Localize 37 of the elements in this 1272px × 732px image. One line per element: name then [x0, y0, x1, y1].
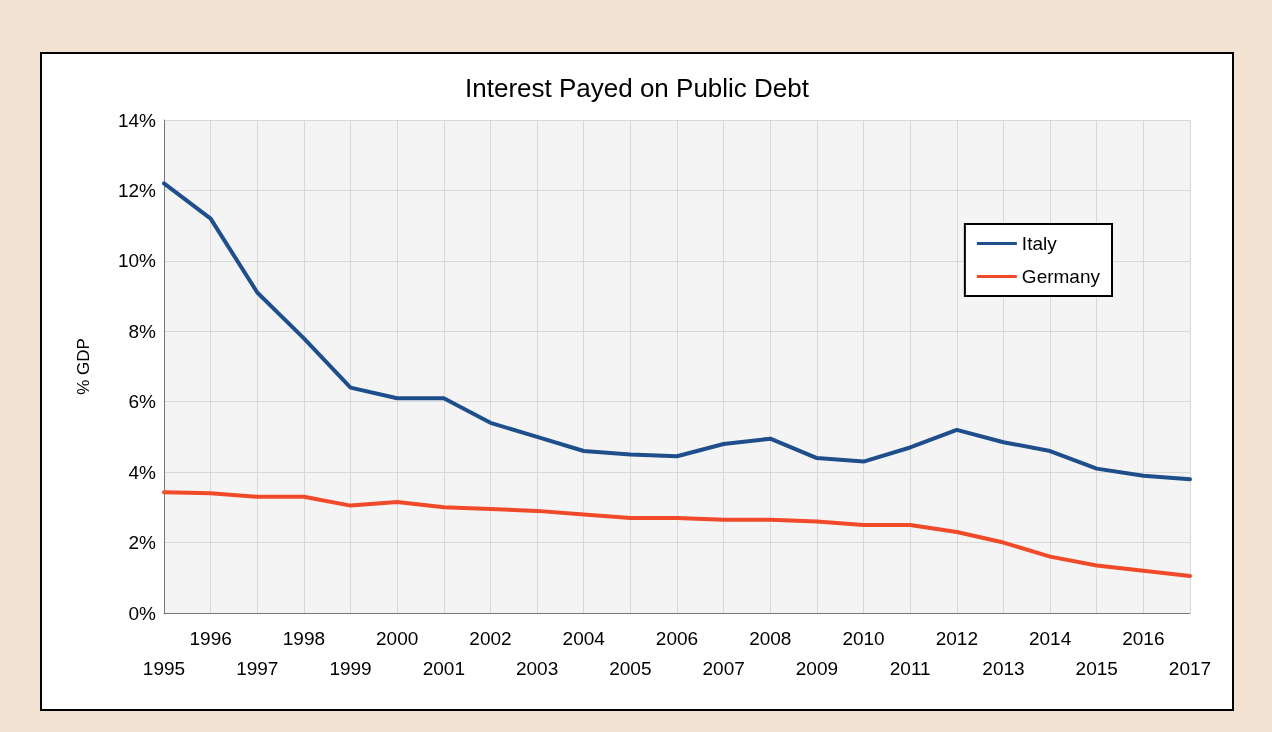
line-series — [162, 490, 1192, 579]
x-tick-label: 2011 — [889, 657, 931, 679]
x-tick-label: 2004 — [562, 627, 606, 649]
legend-label: Germany — [1021, 266, 1101, 287]
y-tick-label: 10% — [117, 250, 157, 272]
x-tick-label: 2014 — [1028, 627, 1072, 649]
y-axis-title: % GDP — [74, 338, 93, 395]
line-series — [162, 181, 1192, 482]
x-tick-label: 2007 — [702, 657, 745, 679]
x-tick-label: 2010 — [842, 627, 885, 649]
y-tick-label: 8% — [128, 320, 157, 342]
y-tick-label: 6% — [128, 391, 157, 413]
legend-label: Italy — [1021, 233, 1058, 254]
x-tick-label: 2012 — [935, 627, 978, 649]
x-tick-label: 2009 — [795, 657, 839, 679]
x-tick-label: 2013 — [982, 657, 1025, 679]
x-tick-label: 2003 — [515, 657, 559, 679]
y-tick-label: 14% — [117, 109, 157, 131]
x-tick-label: 2015 — [1075, 657, 1118, 679]
x-tick-label: 1997 — [236, 657, 279, 679]
y-tick-label: 12% — [117, 179, 157, 201]
x-tick-label: 2016 — [1122, 627, 1165, 649]
chart-title: Interest Payed on Public Debt — [465, 73, 810, 103]
x-tick-label: 2001 — [422, 657, 465, 679]
x-tick-label: 2017 — [1168, 657, 1212, 679]
y-tick-label: 2% — [128, 532, 157, 554]
x-tick-label: 2006 — [655, 627, 699, 649]
y-tick-label: 4% — [128, 461, 157, 483]
x-tick-label: 2005 — [609, 657, 652, 679]
y-tick-label: 0% — [128, 602, 157, 624]
x-tick-label: 2000 — [376, 627, 419, 649]
x-tick-label: 2008 — [749, 627, 792, 649]
x-tick-label: 1999 — [329, 657, 372, 679]
x-tick-label: 1996 — [189, 627, 232, 649]
x-tick-label: 2002 — [469, 627, 512, 649]
x-tick-label: 1998 — [282, 627, 326, 649]
x-tick-label: 1995 — [142, 657, 186, 679]
